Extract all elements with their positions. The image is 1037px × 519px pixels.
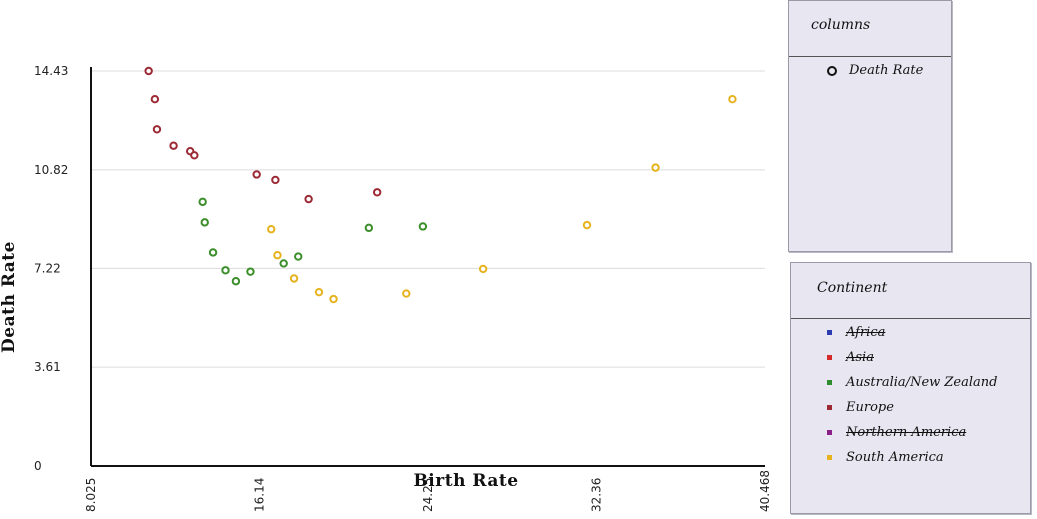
data-point (418, 222, 428, 231)
data-point (402, 289, 411, 298)
color-swatch-icon (827, 355, 832, 360)
y-tick-label: 14.43 (34, 64, 68, 78)
legend-item-label: South America (846, 450, 944, 465)
color-swatch-icon (827, 405, 832, 410)
data-point (208, 248, 218, 257)
data-points (144, 66, 737, 304)
scatter-chart: 0 3.61 7.22 10.82 14.43 8.025 16.14 24.25 32.36… (0, 64, 772, 512)
x-axis-title: Birth Rate (413, 471, 518, 491)
data-point (200, 218, 209, 227)
columns-legend: columns Death Rate (788, 0, 952, 252)
data-point (314, 287, 324, 297)
legend-item-label: Asia (846, 350, 874, 365)
legend-item-northern-america[interactable]: Northern America (827, 425, 966, 440)
legend-item-label: Death Rate (849, 63, 924, 78)
data-point (364, 223, 374, 233)
data-point (273, 251, 282, 260)
data-point (252, 170, 261, 179)
grid-lines (91, 70, 765, 368)
data-point (169, 141, 178, 150)
y-tick-label: 3.61 (34, 360, 61, 374)
x-tick-label: 32.36 (590, 478, 604, 512)
data-point (198, 197, 207, 207)
data-point (231, 277, 241, 286)
legend-item-australia-new-zealand[interactable]: Australia/New Zealand (827, 375, 997, 390)
color-swatch-icon (827, 430, 832, 435)
x-tick-label: 8.025 (84, 478, 98, 512)
data-point (651, 163, 660, 172)
color-swatch-icon (827, 380, 832, 385)
legend-item-label: Europe (846, 400, 894, 415)
color-swatch-icon (827, 330, 832, 335)
data-point (728, 94, 737, 104)
data-point (372, 188, 382, 197)
columns-legend-header: columns (789, 1, 951, 57)
continent-legend-title: Continent (817, 280, 888, 296)
legend-item-asia[interactable]: Asia (827, 350, 874, 365)
color-swatch-icon (827, 455, 832, 460)
data-point (582, 220, 592, 230)
axes (90, 67, 765, 467)
data-point (289, 274, 299, 283)
data-point (478, 264, 488, 274)
data-point (294, 252, 303, 261)
x-tick-label: 16.14 (253, 478, 267, 512)
y-tick-label: 0 (34, 459, 42, 473)
continent-legend-header: Continent (791, 263, 1030, 319)
columns-legend-title: columns (811, 17, 871, 33)
legend-item-south-america[interactable]: South America (827, 450, 944, 465)
x-tick-label: 24.25 (421, 478, 435, 512)
data-point (150, 94, 160, 104)
legend-item-label: Northern America (846, 425, 967, 440)
data-point (267, 225, 276, 234)
y-axis-title: Death Rate (0, 241, 19, 353)
legend-item-europe[interactable]: Europe (827, 400, 894, 415)
data-point (329, 294, 338, 304)
x-tick-label: 40.468 (758, 470, 772, 512)
y-tick-label: 10.82 (34, 163, 68, 177)
data-point (304, 194, 313, 204)
x-tick-labels: 8.025 16.14 24.25 32.36 40.468 (84, 470, 772, 512)
hollow-circle-icon (827, 65, 837, 76)
data-point (152, 125, 162, 134)
legend-item-africa[interactable]: Africa (827, 325, 885, 340)
legend-item-label: Australia/New Zealand (846, 375, 998, 390)
data-point (144, 66, 153, 76)
y-tick-label: 7.22 (34, 261, 61, 275)
data-point (190, 151, 199, 160)
continent-legend: Continent Africa Asia Australia/New Zealan… (790, 262, 1031, 514)
data-point (279, 259, 288, 268)
data-point (271, 175, 280, 185)
legend-item-death-rate[interactable]: Death Rate (827, 63, 923, 78)
y-tick-labels: 0 3.61 7.22 10.82 14.43 (34, 64, 68, 473)
legend-item-label: Africa (846, 325, 886, 340)
data-point (221, 266, 230, 275)
data-point (246, 267, 255, 276)
